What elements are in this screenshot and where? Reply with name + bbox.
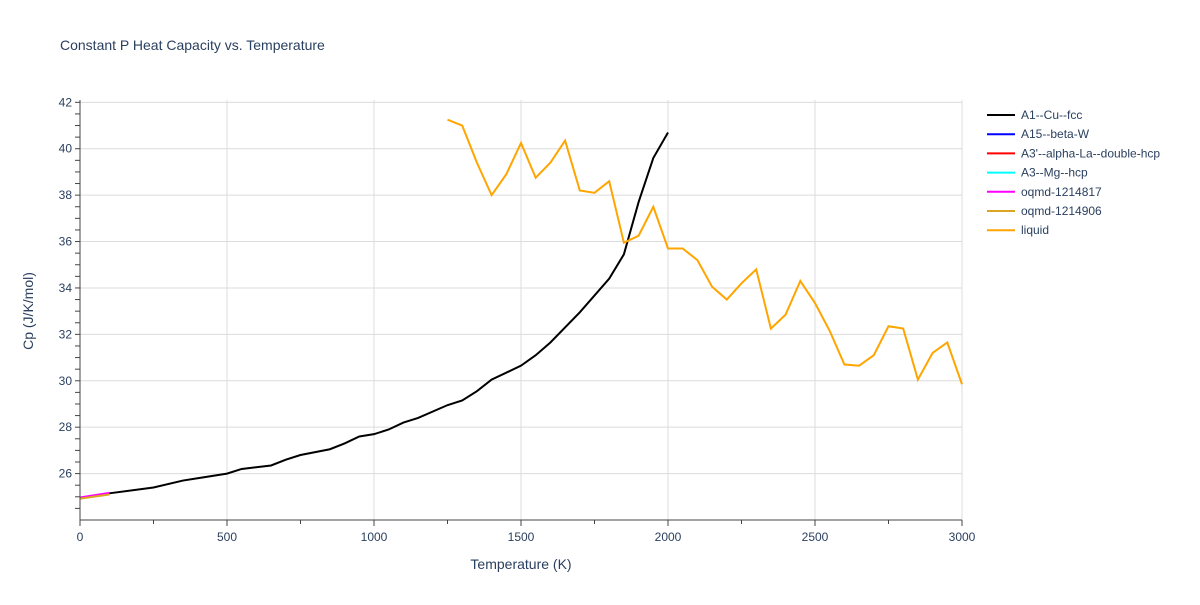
y-axis-label: Cp (J/K/mol) — [20, 272, 36, 350]
x-tick-label: 1500 — [508, 530, 535, 544]
legend-entry: oqmd-1214906 — [1021, 204, 1102, 218]
legend-entry: A3'--alpha-La--double-hcp — [1021, 146, 1160, 160]
chart-title: Constant P Heat Capacity vs. Temperature — [60, 37, 325, 53]
x-tick-label: 500 — [217, 530, 237, 544]
y-tick-label: 34 — [59, 281, 73, 295]
x-axis-label: Temperature (K) — [470, 556, 571, 572]
x-tick-label: 2000 — [655, 530, 682, 544]
legend-entry: A1--Cu--fcc — [1021, 108, 1082, 122]
legend-entry: oqmd-1214817 — [1021, 185, 1102, 199]
y-tick-label: 30 — [59, 374, 73, 388]
legend-entry: A3--Mg--hcp — [1021, 166, 1088, 180]
x-tick-label: 2500 — [802, 530, 829, 544]
legend-entry: A15--beta-W — [1021, 127, 1090, 141]
series-line-oqmd-1214906 — [79, 493, 110, 500]
legend-entry: liquid — [1021, 223, 1049, 237]
x-tick-label: 0 — [77, 530, 84, 544]
x-tick-label: 3000 — [949, 530, 976, 544]
x-tick-label: 1000 — [361, 530, 388, 544]
y-tick-label: 26 — [59, 467, 73, 481]
series-line-liquid — [447, 118, 963, 385]
y-tick-label: 38 — [59, 188, 73, 202]
y-tick-label: 28 — [59, 420, 73, 434]
series-line-oqmd-1214817 — [79, 491, 110, 499]
y-tick-label: 40 — [59, 142, 73, 156]
series-line-A1--Cu--fcc — [79, 131, 669, 499]
y-tick-label: 42 — [59, 95, 73, 109]
y-tick-label: 32 — [59, 327, 73, 341]
y-tick-label: 36 — [59, 235, 73, 249]
